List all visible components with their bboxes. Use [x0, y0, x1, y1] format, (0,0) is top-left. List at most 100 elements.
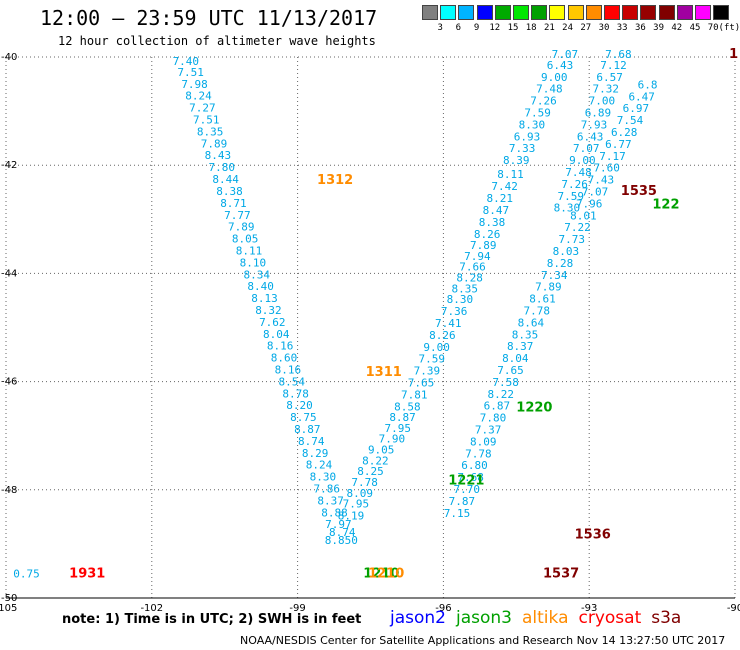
wave-height-value: 8.03	[553, 245, 580, 258]
wave-height-value: 6.77	[605, 138, 632, 151]
wave-height-value: 8.16	[275, 363, 302, 376]
wave-height-value: 7.68	[457, 471, 484, 484]
wave-height-value: 8.71	[220, 197, 247, 210]
wave-height-value: 7.90	[379, 433, 406, 446]
wave-height-value: 8.78	[282, 387, 309, 400]
wave-height-value: 0.75	[13, 567, 40, 580]
wave-height-value: 8.16	[267, 340, 294, 353]
wave-height-value: 7.98	[181, 78, 208, 91]
wave-height-value: 7.58	[492, 376, 519, 389]
y-tick-label: -48	[1, 485, 17, 496]
x-tick-label: -105	[0, 603, 17, 614]
wave-height-value: 8.38	[216, 185, 243, 198]
wave-height-value: 7.27	[189, 102, 216, 115]
wave-height-value: 8.88	[321, 506, 348, 519]
pass-time-tag: 1311	[366, 365, 402, 380]
wave-height-value: 8.64	[518, 316, 545, 329]
wave-height-value: 7.89	[228, 221, 255, 234]
wave-height-value: 7.65	[408, 376, 435, 389]
legend-swatch	[676, 5, 693, 20]
wave-height-value: 8.30	[310, 471, 337, 484]
axis-ticks: -105 -102 -99 -96 -93 -90 -40 -42 -44 -46 -48 -50	[0, 52, 740, 614]
y-tick-label: -50	[1, 593, 17, 604]
pass-time-tag: 1931	[69, 566, 105, 581]
legend-swatch	[494, 5, 511, 20]
wave-height-value: 8.13	[251, 292, 278, 305]
wave-height-value: 8.21	[487, 192, 514, 205]
wave-height-value: 8.26	[474, 228, 501, 241]
pass-time-tag: 1210	[363, 566, 399, 581]
wave-height-value: 8.87	[389, 411, 416, 424]
wave-height-value: 8.30	[519, 118, 546, 131]
wave-height-value: 7.86	[314, 483, 341, 496]
lat-lon-grid	[5, 56, 736, 599]
legend-swatch	[513, 5, 529, 20]
wave-height-value: 8.87	[294, 423, 321, 436]
wave-height-value: 8.47	[483, 204, 510, 217]
legend-swatch	[476, 5, 493, 20]
wave-height-value: 7.66	[459, 261, 486, 274]
wave-height-value: 8.19	[338, 510, 365, 523]
wave-height-value: 6.80	[461, 459, 488, 472]
wave-height-value: 7.59	[524, 107, 551, 120]
wave-height-value: 8.26	[429, 329, 456, 342]
legend-swatch	[440, 5, 457, 20]
wave-height-value: 7.48	[565, 166, 592, 179]
map-subtitle: 12 hour collection of altimeter wave hei…	[58, 34, 376, 48]
y-tick-label: -46	[1, 377, 17, 388]
wave-height-value: 8.20	[286, 399, 313, 412]
wave-height-value: 8.25	[357, 465, 384, 478]
wave-height-value: 8.43	[205, 149, 232, 162]
legend-label: 6	[455, 23, 462, 33]
wave-height-value: 7.43	[588, 174, 615, 187]
legend-label: 3	[437, 23, 443, 33]
wave-height-value: 7.65	[497, 364, 524, 377]
pass-time-tag: 1221	[448, 473, 484, 488]
pass-time-tag: 1535	[621, 184, 657, 199]
wave-height-value: 7.26	[530, 95, 557, 108]
legend-label: 39	[653, 23, 665, 33]
legend-unit: (ft)	[718, 23, 740, 33]
wave-height-value: 8.75	[290, 411, 317, 424]
wave-height-value: 8.10	[240, 256, 267, 269]
x-tick-label: -99	[289, 603, 305, 614]
wave-height-value: 8.850	[325, 534, 358, 547]
wave-height-value: 8.11	[497, 168, 524, 181]
pass-time-tag: 1	[729, 47, 738, 62]
legend-label: 36	[634, 23, 646, 33]
wave-height-value: 8.29	[302, 447, 329, 460]
wave-height-value: 7.95	[343, 498, 370, 511]
wave-height-value: 8.54	[279, 375, 306, 388]
pass-time-tag: 1312	[317, 173, 353, 188]
legend-swatch	[658, 5, 675, 20]
y-tick-label: -44	[1, 268, 17, 279]
wave-height-value: 8.34	[244, 268, 271, 281]
wave-height-value: 7.96	[576, 197, 603, 210]
wave-height-value: 7.60	[593, 162, 620, 175]
wave-height-value: 7.80	[480, 412, 507, 425]
wave-height-value: 7.51	[193, 114, 220, 127]
legend-label: 30	[598, 23, 610, 33]
wave-height-value: 7.81	[401, 388, 428, 401]
y-tick-label: -40	[1, 52, 17, 63]
wave-height-value: 7.12	[600, 59, 627, 72]
wave-height-value: 8.35	[452, 282, 479, 295]
legend-label: 45	[689, 23, 701, 33]
wave-height-value: 8.30	[447, 293, 474, 306]
wave-height-value: 6.97	[623, 102, 650, 115]
wave-height-value: 8.22	[487, 388, 514, 401]
pass-time-tag: 122	[652, 197, 679, 212]
wave-height-value: 8.05	[232, 233, 259, 246]
wave-height-value: 7.36	[441, 305, 468, 318]
wave-height-value: 6.87	[484, 400, 511, 413]
wave-height-value: 7.07	[573, 142, 600, 155]
wave-height-value: 7.33	[509, 142, 536, 155]
legend-swatch	[549, 5, 566, 20]
wave-height-value: 7.32	[592, 83, 619, 96]
wave-height-value: 8.39	[503, 154, 530, 167]
pass-time-tag: 1220	[516, 400, 552, 415]
legend-swatch	[604, 5, 620, 20]
wave-height-value: 7.94	[464, 250, 491, 263]
pass-time-tag: 1536	[575, 527, 611, 542]
wave-height-value: 6.43	[547, 59, 574, 72]
